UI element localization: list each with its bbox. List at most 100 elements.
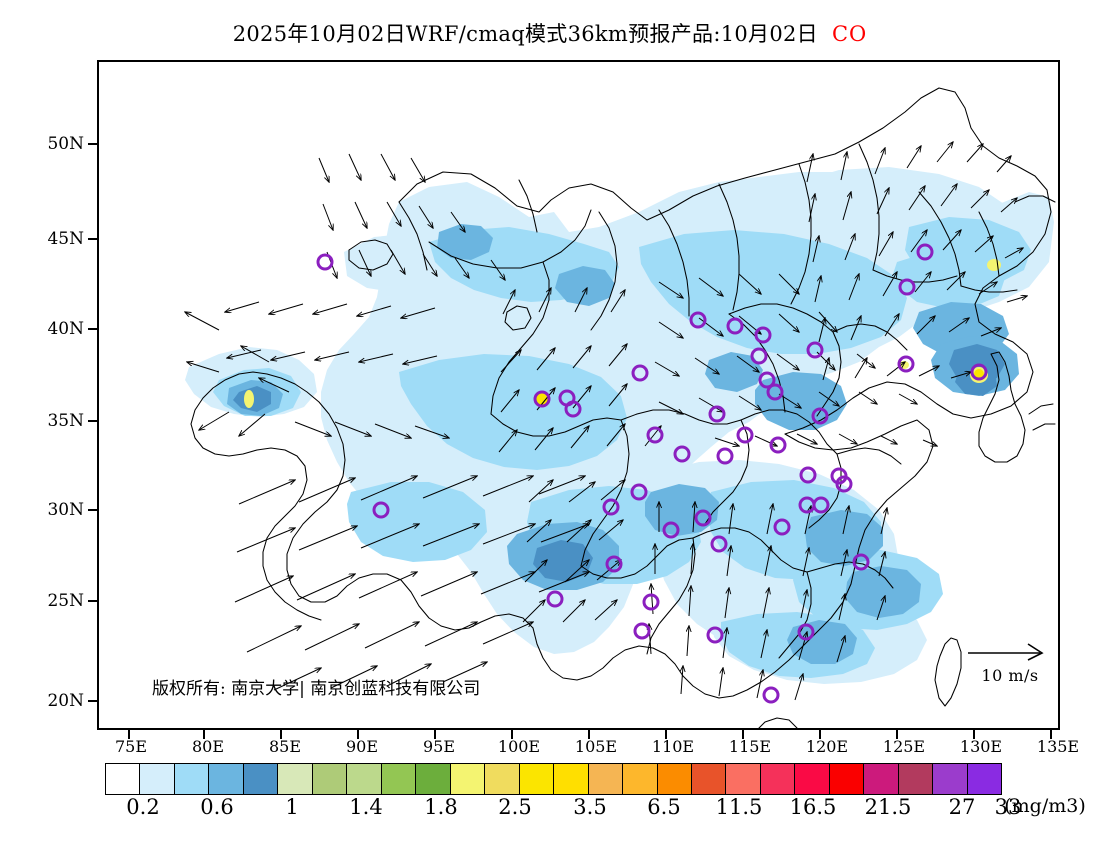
y-tick-30n [88,509,97,511]
city-marker [633,622,651,640]
colorbar-tick-2: 1 [285,795,299,819]
city-marker [630,483,648,501]
colorbar-swatch-4 [243,764,279,794]
x-tick-125e [896,730,898,739]
x-tick-135e [1050,730,1052,739]
city-marker [706,626,724,644]
y-tick-20n [88,700,97,702]
colorbar-swatch-20 [795,764,830,794]
y-label-25n: 25N [47,591,84,611]
colorbar-tick-6: 3.5 [573,795,607,819]
x-tick-110e [665,730,667,739]
x-label-115e: 115E [728,737,772,756]
colorbar-tick-7: 6.5 [647,795,681,819]
colorbar[interactable] [105,763,1002,795]
copyright-note: 版权所有: 南京大学| 南京创蓝科技有限公司 [152,679,481,699]
colorbar-swatch-7 [347,764,382,794]
colorbar-swatch-2 [174,764,210,794]
colorbar-swatch-19 [760,764,796,794]
city-marker [689,311,707,329]
city-marker [631,364,649,382]
y-tick-25n [88,600,97,602]
y-label-40n: 40N [47,319,84,339]
colorbar-swatch-1 [140,764,175,794]
city-marker [897,355,915,373]
city-marker [716,447,734,465]
city-marker [673,445,691,463]
colorbar-swatch-3 [209,764,244,794]
x-label-125e: 125E [882,737,926,756]
city-marker [766,383,784,401]
colorbar-tick-0: 0.2 [126,795,160,819]
colorbar-tick-9: 16.5 [789,795,837,819]
map-plot-area[interactable] [97,60,1060,730]
colorbar-swatches[interactable] [105,763,1002,795]
x-label-80e: 80E [191,737,225,756]
x-tick-90e [357,730,359,739]
city-marker [811,407,829,425]
x-label-90e: 90E [345,737,379,756]
x-tick-130e [973,730,975,739]
city-marker [602,498,620,516]
colorbar-swatch-21 [829,764,865,794]
colorbar-tick-4: 1.8 [424,795,458,819]
city-marker-group [316,243,988,704]
x-tick-105e [588,730,590,739]
wind-vector-field [185,142,1027,701]
city-marker [799,466,817,484]
colorbar-tick-13: (mg/m3) [1004,795,1086,817]
city-marker [708,405,726,423]
colorbar-tick-3: 1.4 [349,795,383,819]
colorbar-tick-11: 27 [948,795,976,819]
city-marker [750,347,768,365]
city-marker [605,555,623,573]
colorbar-tick-8: 11.5 [715,795,763,819]
city-marker [916,243,934,261]
y-label-50n: 50N [47,134,84,154]
x-tick-95e [434,730,436,739]
x-label-120e: 120E [805,737,849,756]
city-marker [546,590,564,608]
city-marker [726,317,744,335]
co-contour-fill [185,167,1054,684]
y-tick-35n [88,420,97,422]
city-marker [797,623,815,641]
x-label-135e: 135E [1036,737,1080,756]
city-marker [533,390,551,408]
colorbar-swatch-0 [106,764,141,794]
y-label-35n: 35N [47,411,84,431]
colorbar-swatch-25 [967,764,1002,794]
city-marker [769,436,787,454]
city-marker [773,518,791,536]
x-label-110e: 110E [651,737,695,756]
colorbar-swatch-14 [588,764,624,794]
x-label-100e: 100E [497,737,541,756]
title-species: CO [831,22,868,46]
colorbar-swatch-9 [416,764,451,794]
y-label-45n: 45N [47,229,84,249]
colorbar-swatch-16 [657,764,692,794]
city-marker [762,686,780,704]
city-marker [642,593,660,611]
x-tick-75e [128,730,130,739]
colorbar-swatch-18 [726,764,761,794]
x-tick-100e [511,730,513,739]
x-label-85e: 85E [268,737,302,756]
city-marker [898,278,916,296]
x-label-105e: 105E [574,737,618,756]
wind-scale-label: 10 m/s [981,666,1039,685]
y-tick-45n [88,238,97,240]
city-marker [558,389,576,407]
colorbar-swatch-23 [898,764,934,794]
city-marker [835,475,853,493]
x-tick-80e [203,730,205,739]
colorbar-tick-5: 2.5 [498,795,532,819]
city-marker [316,253,334,271]
colorbar-swatch-22 [864,764,899,794]
city-marker [372,501,390,519]
city-marker [710,535,728,553]
city-marker [736,426,754,444]
colorbar-swatch-17 [691,764,727,794]
y-tick-40n [88,328,97,330]
x-tick-85e [280,730,282,739]
